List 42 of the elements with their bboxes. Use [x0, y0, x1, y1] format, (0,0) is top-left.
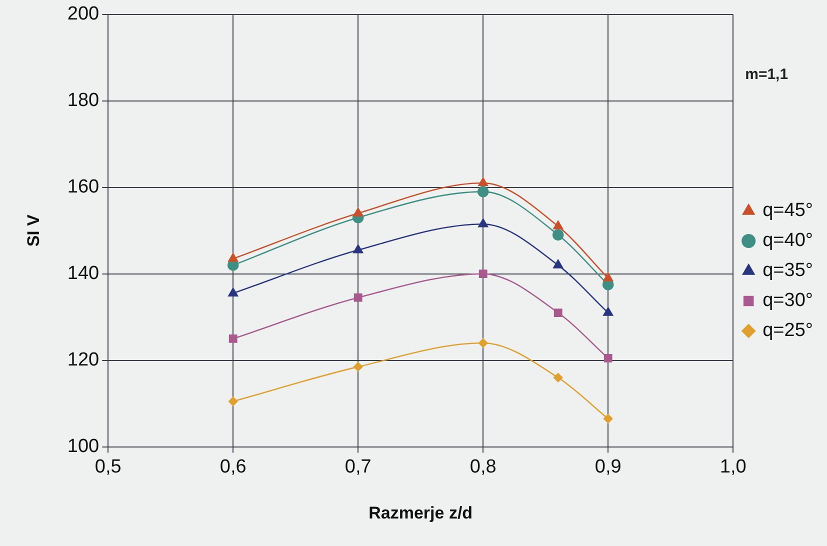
y-axis-title: SI V [24, 214, 43, 247]
y-tick-label: 100 [67, 436, 100, 458]
legend-label: q=35° [762, 260, 814, 282]
point [478, 177, 488, 186]
x-tick-label: 0,5 [94, 456, 122, 478]
y-tick-label: 120 [67, 350, 100, 371]
point [228, 288, 238, 296]
point [552, 229, 564, 241]
legend-label: q=30° [762, 290, 814, 312]
text: m=1,1 [745, 66, 788, 84]
x-tick-label: 0,9 [594, 456, 622, 478]
point [477, 186, 489, 198]
point [554, 308, 562, 317]
y-tick-label: 200 [67, 4, 100, 25]
point [603, 272, 614, 282]
y-tick-label: 140 [67, 263, 100, 284]
point [353, 208, 364, 216]
legend-label: q=25° [762, 320, 814, 342]
point [228, 253, 238, 262]
x-tick-label: 0,7 [344, 456, 372, 478]
legend-label: q=45° [762, 200, 814, 222]
y-tick-label: 160 [67, 176, 100, 198]
y-tick-label: 180 [67, 90, 100, 112]
point [228, 334, 238, 343]
point [553, 220, 564, 230]
point [553, 372, 563, 382]
point [353, 362, 363, 372]
point [353, 244, 364, 254]
point [603, 414, 613, 424]
point [553, 260, 564, 268]
point [478, 338, 488, 348]
point [478, 270, 488, 278]
x-tick-label: 1,0 [720, 456, 746, 478]
x-tick-label: 0,6 [220, 456, 246, 478]
point [354, 293, 362, 302]
x-tick-label: 0,8 [470, 456, 496, 478]
x-axis-title: Razmerje z/d [368, 503, 473, 522]
legend-label: q=40° [762, 230, 814, 252]
point [228, 396, 238, 406]
point [603, 307, 614, 316]
point [604, 354, 612, 362]
point [478, 218, 488, 228]
